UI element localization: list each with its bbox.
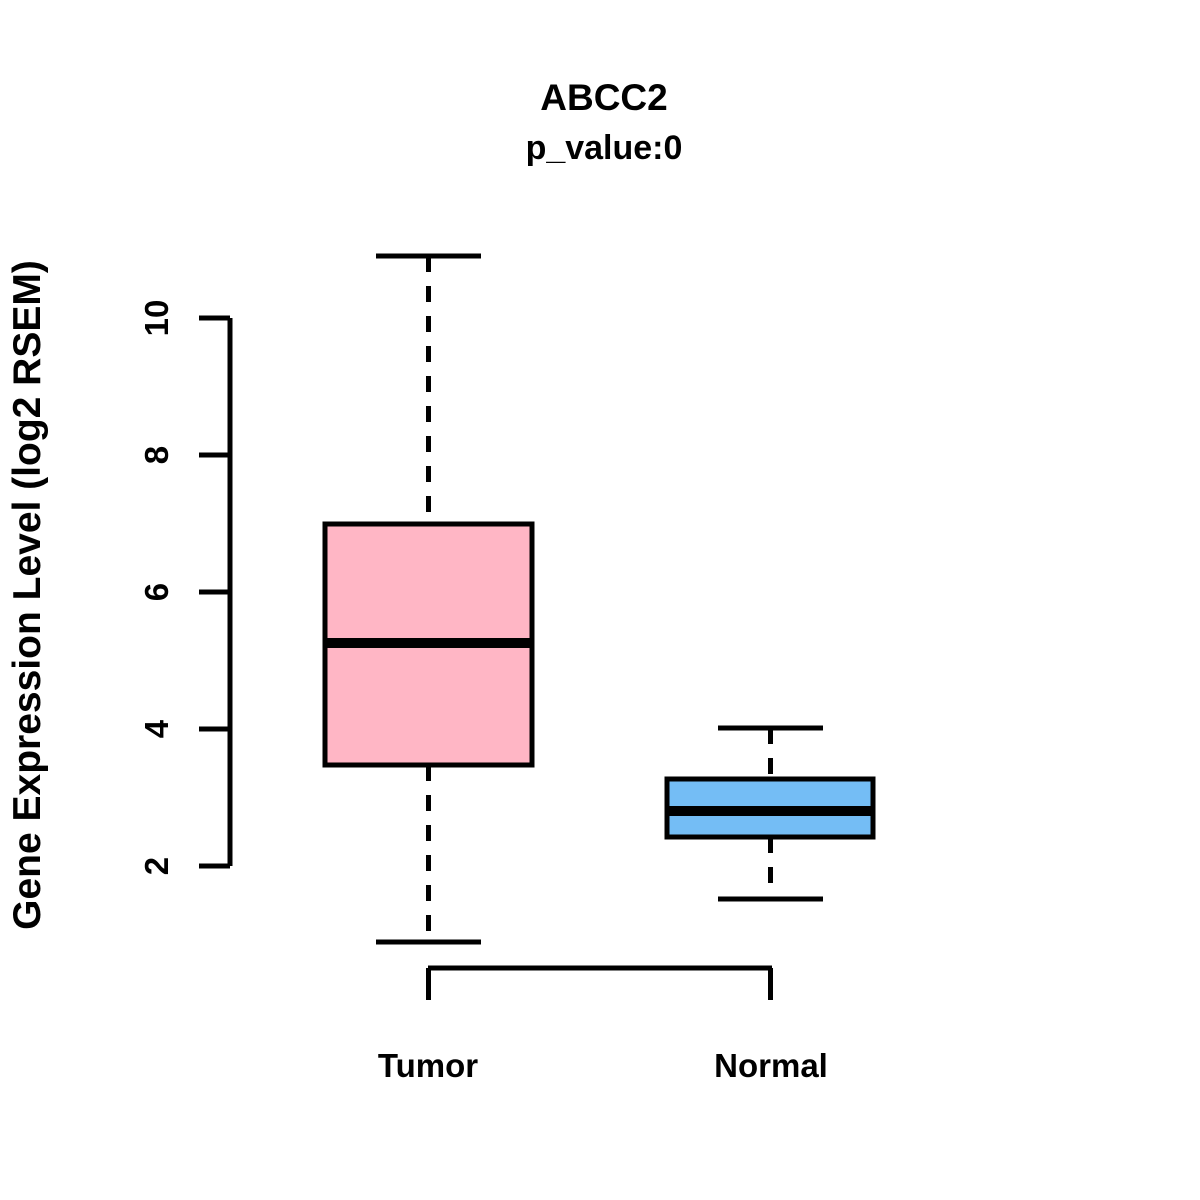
y-axis (199, 315, 233, 869)
x-axis (426, 965, 773, 1000)
x-tick-label-normal: Normal (714, 1047, 828, 1084)
y-tick-label-6: 6 (138, 583, 175, 601)
chart-subtitle-pvalue: p_value:0 (526, 129, 683, 167)
chart-title: ABCC2 (540, 77, 667, 118)
y-axis-label: Gene Expression Level (log2 RSEM) (6, 260, 49, 930)
box-group-tumor[interactable] (322, 253, 535, 945)
box-group-normal[interactable] (664, 725, 876, 902)
x-tick-label-tumor: Tumor (378, 1047, 478, 1084)
y-tick-label-2: 2 (138, 857, 175, 875)
y-tick-labels: 10 8 6 4 2 (138, 300, 175, 876)
y-tick-label-4: 4 (138, 719, 175, 738)
y-tick-label-10: 10 (138, 300, 175, 337)
y-tick-label-8: 8 (138, 446, 175, 464)
